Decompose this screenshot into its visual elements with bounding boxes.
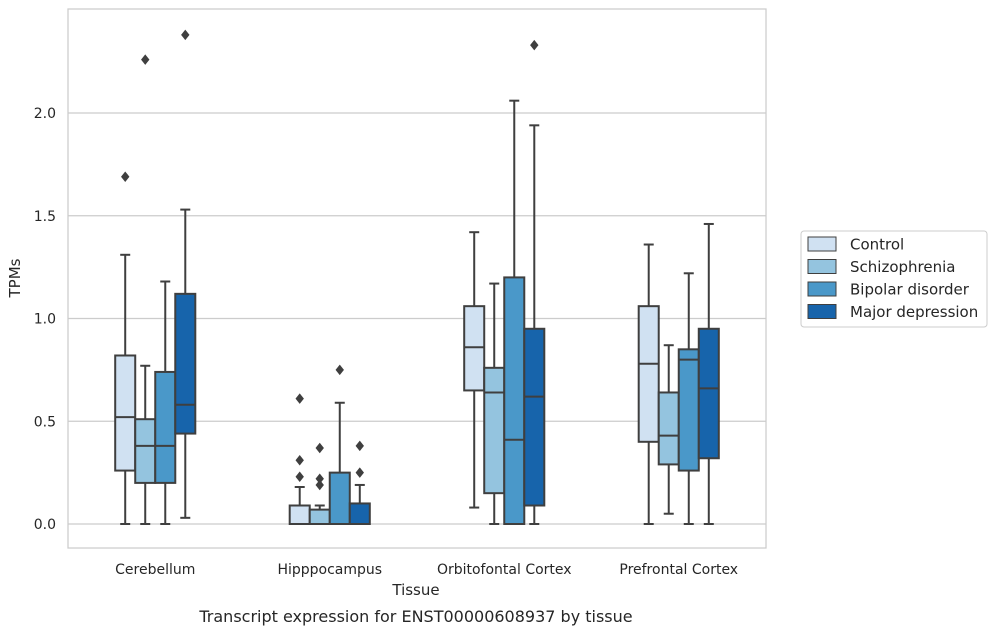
y-tick-label: 0.5: [34, 414, 56, 430]
box-group: [174, 29, 197, 519]
box-group: [503, 99, 526, 525]
box: [308, 508, 331, 525]
box: [288, 504, 311, 526]
box-group: [657, 344, 680, 515]
box: [697, 327, 720, 460]
outlier-point: [295, 393, 304, 404]
legend: Control Schizophrenia Bipolar disorder Majo…: [800, 230, 988, 328]
box: [328, 471, 351, 525]
box: [154, 370, 177, 484]
box-group: [697, 222, 720, 525]
box-group: [308, 442, 331, 525]
box-group: [154, 280, 177, 525]
plot-frame: [67, 8, 767, 549]
outlier-point: [315, 442, 324, 454]
box: [657, 391, 680, 466]
legend-swatch: [807, 236, 837, 252]
box: [503, 276, 526, 525]
x-tick-label: Hipppocampus: [277, 562, 382, 578]
legend-swatch: [807, 304, 837, 319]
box-group: [677, 272, 700, 525]
box: [483, 366, 506, 495]
box-group: [114, 171, 137, 525]
legend-swatch: [807, 259, 837, 274]
outlier-point: [121, 171, 130, 182]
outlier-point: [530, 39, 539, 51]
outlier-point: [315, 479, 324, 491]
box: [348, 502, 371, 526]
box: [677, 348, 700, 472]
outlier-point: [335, 364, 344, 376]
x-tick-label: Orbitofontal Cortex: [437, 562, 572, 578]
x-axis-ticks: Cerebellum Hipppocampus Orbitofontal Corte…: [115, 562, 738, 578]
y-axis-label: TPMs: [6, 258, 24, 298]
y-tick-label: 1.5: [34, 209, 56, 225]
box-group: [134, 54, 157, 525]
outlier-point: [315, 473, 324, 485]
y-tick-label: 1.0: [34, 312, 56, 328]
x-axis-label: Tissue: [391, 581, 439, 599]
y-axis-ticks: 0.0 0.5 1.0 1.5 2.0: [34, 106, 56, 533]
box: [134, 418, 157, 484]
legend-label: Schizophrenia: [850, 258, 955, 276]
chart-caption: Transcript expression for ENST0000060893…: [198, 607, 632, 626]
y-tick-label: 2.0: [34, 106, 56, 122]
x-tick-label: Prefrontal Cortex: [619, 562, 738, 578]
box: [637, 305, 660, 443]
outlier-point: [355, 467, 364, 478]
outlier-point: [141, 54, 150, 65]
box-group: [483, 282, 506, 525]
box-group: [348, 440, 371, 526]
legend-frame: [800, 230, 988, 328]
outlier-point: [295, 471, 304, 482]
outlier-point: [181, 29, 190, 41]
box-series: [114, 29, 720, 526]
x-tick-label: Cerebellum: [115, 562, 195, 578]
legend-label: Major depression: [850, 303, 978, 321]
box-group: [523, 39, 546, 525]
box-group: [637, 243, 660, 525]
outlier-point: [295, 455, 304, 466]
y-tick-label: 0.0: [34, 517, 56, 533]
legend-label: Bipolar disorder: [850, 281, 970, 299]
box: [174, 292, 197, 435]
legend-label: Control: [850, 236, 904, 254]
legend-swatch: [807, 281, 837, 297]
box-group: [288, 393, 311, 526]
box-group: [328, 364, 351, 525]
box: [114, 354, 137, 472]
outlier-point: [355, 440, 364, 452]
box-group: [463, 231, 486, 509]
box: [463, 305, 486, 392]
box: [523, 327, 546, 507]
